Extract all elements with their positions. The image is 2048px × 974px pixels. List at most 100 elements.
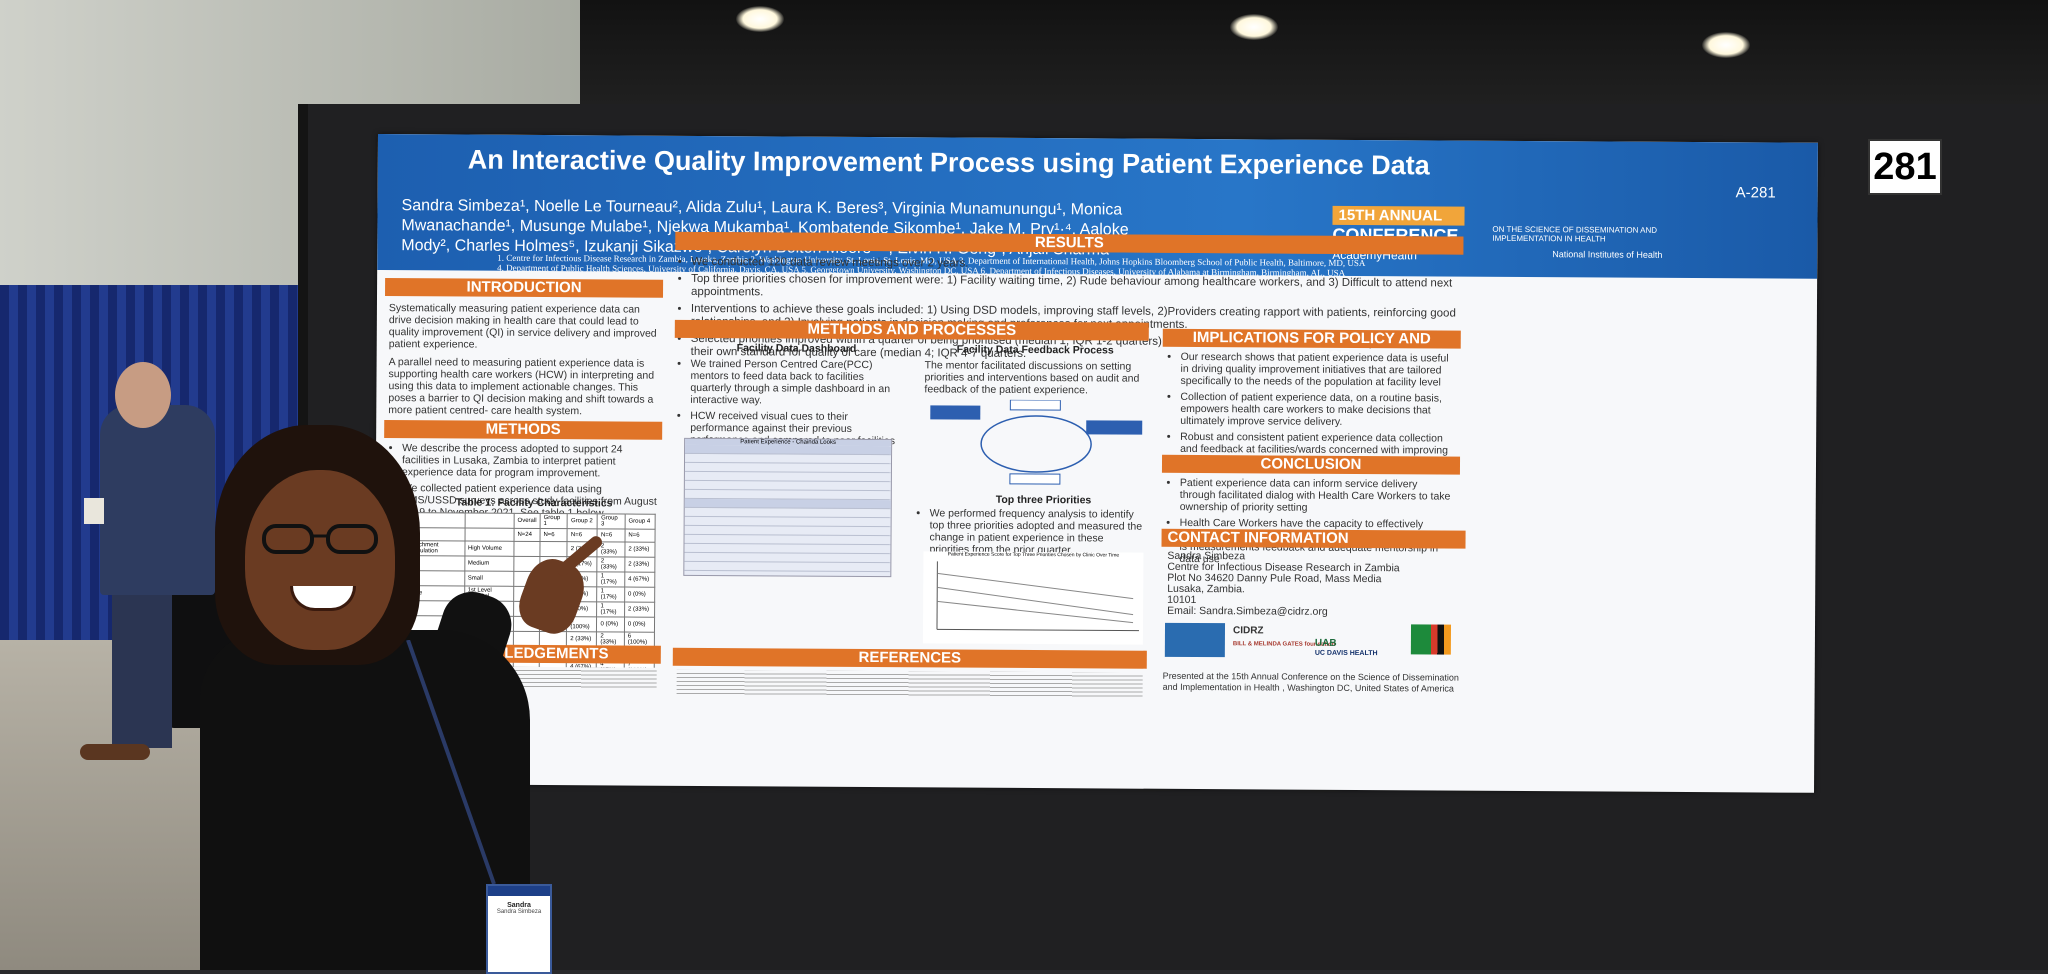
contact-heading: CONTACT INFORMATION <box>1161 529 1465 549</box>
introduction-paragraph: Systematically measuring patient experie… <box>389 302 659 352</box>
nih-logo: National Institutes of Health <box>1552 249 1662 260</box>
contact-email: Email: Sandra.Simbeza@cidrz.org <box>1167 606 1457 619</box>
partner-logos: CIDRZ BILL & MELINDA GATES foundation UA… <box>1165 621 1461 663</box>
chart-axis <box>937 629 1139 630</box>
dashboard-row <box>684 562 890 572</box>
ceiling-light <box>1702 32 1750 58</box>
table-cell: 1 (17%) <box>597 572 625 587</box>
table-cell: 0 (0%) <box>625 587 655 602</box>
ceiling-light <box>1230 14 1278 40</box>
badge-first-name: Sandra <box>488 902 550 909</box>
dashboard-title: Facility Data Dashboard <box>737 342 857 355</box>
table-cell <box>514 541 540 556</box>
poster-header: An Interactive Quality Improvement Proce… <box>377 134 1818 279</box>
table-cell: N=6 <box>540 528 568 541</box>
table-cell: 2 (33%) <box>625 557 655 572</box>
table-cell: 2 (33%) <box>597 557 625 572</box>
trend-line <box>937 587 1133 614</box>
feedback-title: Facility Data Feedback Process <box>957 344 1114 357</box>
attendee-legs <box>112 588 172 748</box>
attendee-head <box>115 362 171 428</box>
research-poster: An Interactive Quality Improvement Proce… <box>374 134 1818 793</box>
dashboard-table-rows <box>684 445 891 572</box>
coffee-cup <box>84 498 104 524</box>
conclusion-bullet: Patient experience data can inform servi… <box>1180 477 1456 515</box>
attendee-suit <box>100 405 215 595</box>
badge-header <box>488 886 550 896</box>
table-cell: Group 2 <box>567 514 597 529</box>
table-cell: Overall <box>514 513 540 528</box>
table-cell: 2 (33%) <box>624 602 654 617</box>
cycle-box <box>1010 400 1060 410</box>
feedback-text: The mentor facilitated discussions on se… <box>924 359 1148 396</box>
poster-title: An Interactive Quality Improvement Proce… <box>468 145 1430 182</box>
poster-id: A-281 <box>1736 184 1776 201</box>
trend-line <box>937 601 1133 622</box>
conference-tagline: ON THE SCIENCE OF DISSEMINATION AND IMPL… <box>1492 225 1672 244</box>
introduction-paragraph: A parallel need to measuring patient exp… <box>388 356 658 418</box>
methods-processes-heading: METHODS AND PROCESSES <box>675 320 1149 341</box>
cycle-box <box>930 405 980 419</box>
table-cell: 2 (33%) <box>625 542 655 557</box>
table-cell: Group 4 <box>625 514 655 529</box>
table-cell: 1 (17%) <box>597 602 625 617</box>
feedback-cycle-diagram <box>926 399 1147 486</box>
zambia-coat-of-arms <box>1411 624 1451 654</box>
contact-details: Sandra Simbeza Centre for Infectious Dis… <box>1167 551 1457 619</box>
conference-annual: 15TH ANNUAL <box>1332 206 1464 226</box>
cycle-ellipse <box>981 416 1091 473</box>
table-cell: N=24 <box>514 528 540 541</box>
table-cell: Group 3 <box>598 514 626 529</box>
priorities-chart-svg <box>923 557 1144 642</box>
references-heading: REFERENCES <box>673 648 1147 669</box>
table-cell: 4 (67%) <box>625 572 655 587</box>
presented-at: Presented at the 15th Annual Conference … <box>1163 671 1463 695</box>
implications-bullet: Our research shows that patient experien… <box>1180 351 1456 389</box>
uab-logo: UAB <box>1315 638 1337 649</box>
attendee-shoe <box>80 744 150 760</box>
priorities-title: Top three Priorities <box>996 494 1092 507</box>
contact-city: Lusaka, Zambia. <box>1167 584 1457 597</box>
booth-number-sign: 281 <box>1868 139 1942 195</box>
table-cell: 0 (0%) <box>624 617 654 632</box>
table-cell: Group 1 <box>540 513 568 528</box>
africa-map-logo <box>1165 623 1225 657</box>
uc-davis-logo: UC DAVIS HEALTH <box>1315 650 1378 657</box>
introduction-text: Systematically measuring patient experie… <box>388 302 659 418</box>
cycle-box <box>1010 474 1060 484</box>
results-bullet: Top three priorities chosen for improvem… <box>691 273 1457 304</box>
table-cell: 0 (0%) <box>597 617 625 632</box>
table-cell: Small <box>464 571 513 586</box>
priorities-chart: Patient Experience Score for Top Three P… <box>923 551 1144 644</box>
presenter-face <box>245 470 395 650</box>
lanyard <box>402 640 522 900</box>
ceiling-light <box>736 6 784 32</box>
priorities-bullet: We performed frequency analysis to ident… <box>929 507 1145 556</box>
table-cell: Medium <box>464 556 513 571</box>
table-cell: High Volume <box>464 541 513 556</box>
table-cell <box>465 513 514 528</box>
feedback-cycle-svg <box>926 399 1147 486</box>
methods-bullet: We describe the process adopted to suppo… <box>402 442 658 480</box>
name-badge: Sandra Sandra Simbeza <box>486 884 552 974</box>
introduction-heading: INTRODUCTION <box>385 278 663 298</box>
dashboard-bullet: We trained Person Centred Care(PCC) ment… <box>690 358 906 407</box>
methods-heading: METHODS <box>384 420 662 440</box>
glasses-icon <box>262 522 380 556</box>
conclusion-heading: CONCLUSION <box>1162 455 1460 475</box>
table-cell <box>465 528 514 541</box>
badge-full-name: Sandra Simbeza <box>488 909 550 915</box>
dashboard-table: Patient Experience - Chainda Looks <box>683 438 892 577</box>
implications-heading: IMPLICATIONS FOR POLICY AND PRACTICE <box>1163 329 1461 349</box>
cidrz-logo: CIDRZ <box>1233 625 1264 636</box>
references-text <box>677 670 1143 699</box>
table-cell: N=6 <box>625 529 655 542</box>
cycle-box <box>1086 420 1142 434</box>
table-cell: 1 (17%) <box>597 587 625 602</box>
table-title: Table 1: Facility Characteristics <box>456 496 613 509</box>
table-cell <box>540 541 568 556</box>
implications-bullet: Collection of patient experience data, o… <box>1180 391 1456 429</box>
